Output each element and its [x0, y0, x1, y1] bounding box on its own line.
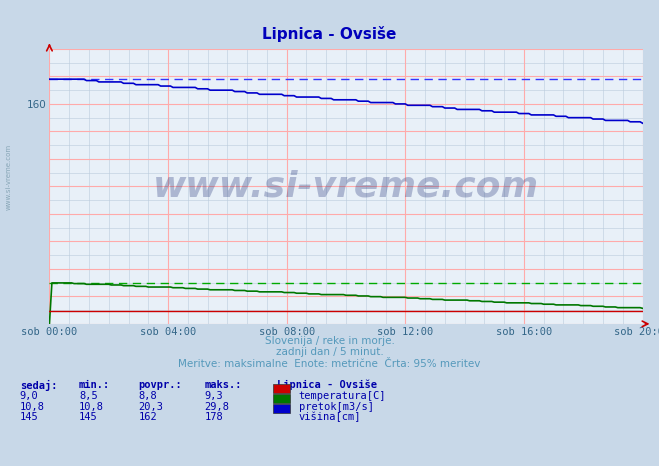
Text: povpr.:: povpr.:: [138, 380, 182, 390]
Text: www.si-vreme.com: www.si-vreme.com: [153, 170, 539, 203]
Text: Slovenija / reke in morje.: Slovenija / reke in morje.: [264, 336, 395, 345]
Text: 29,8: 29,8: [204, 402, 229, 411]
Text: 162: 162: [138, 412, 157, 422]
Text: 8,8: 8,8: [138, 391, 157, 401]
Text: Meritve: maksimalne  Enote: metrične  Črta: 95% meritev: Meritve: maksimalne Enote: metrične Črta…: [179, 359, 480, 369]
Text: pretok[m3/s]: pretok[m3/s]: [299, 402, 374, 411]
Text: višina[cm]: višina[cm]: [299, 412, 361, 422]
Text: min.:: min.:: [79, 380, 110, 390]
Text: Lipnica - Ovsiše: Lipnica - Ovsiše: [277, 380, 377, 391]
Text: zadnji dan / 5 minut.: zadnji dan / 5 minut.: [275, 347, 384, 357]
Text: 10,8: 10,8: [20, 402, 45, 411]
Text: www.si-vreme.com: www.si-vreme.com: [5, 144, 12, 210]
Text: maks.:: maks.:: [204, 380, 242, 390]
Text: sedaj:: sedaj:: [20, 380, 57, 391]
Text: 8,5: 8,5: [79, 391, 98, 401]
Text: 178: 178: [204, 412, 223, 422]
Text: 20,3: 20,3: [138, 402, 163, 411]
Text: Lipnica - Ovsiše: Lipnica - Ovsiše: [262, 26, 397, 41]
Text: 145: 145: [79, 412, 98, 422]
Text: 9,3: 9,3: [204, 391, 223, 401]
Text: 10,8: 10,8: [79, 402, 104, 411]
Text: temperatura[C]: temperatura[C]: [299, 391, 386, 401]
Text: 145: 145: [20, 412, 38, 422]
Text: 9,0: 9,0: [20, 391, 38, 401]
